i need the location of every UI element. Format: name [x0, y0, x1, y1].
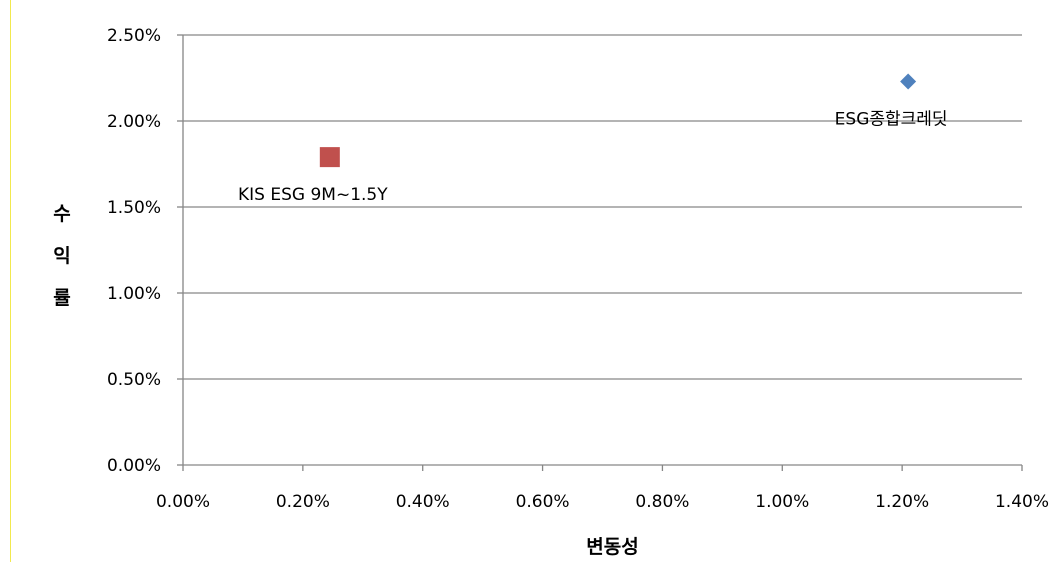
x-axis-ticks: 0.00% 0.20% 0.40% 0.60% 0.80% 1.00% 1.20% 1.40%	[156, 465, 1049, 512]
left-accent-line	[10, 0, 11, 562]
y-tick-label: 0.50%	[107, 370, 161, 390]
y-tick-label: 1.00%	[107, 284, 161, 304]
data-points: ESG종합크레딧 KIS ESG 9M~1.5Y	[238, 73, 948, 205]
y-tick-label: 1.50%	[107, 198, 161, 218]
x-tick-label: 0.00%	[156, 492, 210, 512]
x-tick-label: 1.00%	[755, 492, 809, 512]
data-point-label: KIS ESG 9M~1.5Y	[238, 185, 388, 205]
data-point-label: ESG종합크레딧	[835, 109, 948, 129]
x-tick-label: 1.20%	[875, 492, 929, 512]
data-point-diamond	[900, 73, 917, 90]
x-tick-label: 0.80%	[635, 492, 689, 512]
data-point-square	[319, 147, 340, 168]
y-tick-label: 0.00%	[107, 456, 161, 476]
y-tick-label: 2.50%	[107, 26, 161, 46]
x-tick-label: 0.40%	[396, 492, 450, 512]
x-tick-label: 1.40%	[995, 492, 1049, 512]
x-tick-label: 0.20%	[276, 492, 330, 512]
gridlines	[182, 34, 1022, 466]
x-axis-title: 변동성	[586, 536, 638, 558]
x-tick-label: 0.60%	[516, 492, 570, 512]
y-tick-label: 2.00%	[107, 112, 161, 132]
y-axis-ticks: 0.00% 0.50% 1.00% 1.50% 2.00% 2.50%	[107, 26, 183, 476]
